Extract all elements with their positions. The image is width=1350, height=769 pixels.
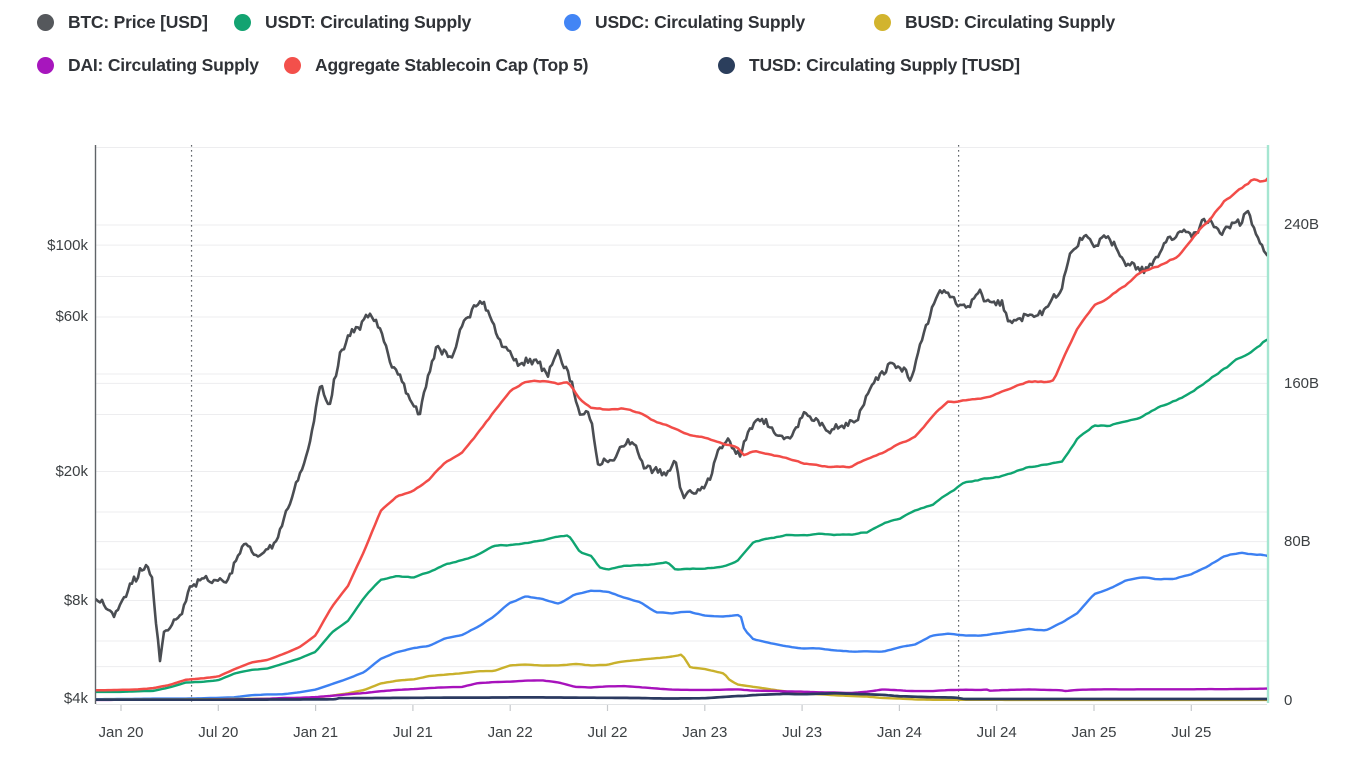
legend-swatch-agg-icon (284, 56, 301, 74)
x-tick-label: Jan 22 (487, 724, 533, 741)
x-tick-label: Jan 20 (98, 724, 144, 741)
x-tick-label: Jul 21 (392, 724, 433, 741)
legend-item-usdt[interactable]: USDT: Circulating Supply (234, 9, 471, 35)
series-lines (96, 177, 1267, 702)
x-tick-label: Jul 25 (1171, 724, 1212, 741)
legend-item-btc[interactable]: BTC: Price [USD] (37, 9, 208, 35)
legend-swatch-usdt-icon (234, 13, 251, 31)
x-tick-label: Jul 22 (587, 724, 628, 741)
legend-label-tusd: TUSD: Circulating Supply [TUSD] (749, 54, 1020, 75)
legend-label-busd: BUSD: Circulating Supply (905, 11, 1116, 32)
legend-label-usdt: USDT: Circulating Supply (265, 11, 472, 32)
y-left-tick-label: $100k (47, 236, 88, 254)
y-left-tick-label: $4k (63, 689, 88, 707)
y-right-tick-label: 80B (1284, 533, 1311, 551)
legend-label-usdc: USDC: Circulating Supply (595, 11, 806, 32)
legend-swatch-dai-icon (37, 56, 54, 74)
y-right-tick-label: 0 (1284, 691, 1293, 709)
x-tick-label: Jan 21 (293, 724, 339, 741)
gridlines (96, 147, 1267, 668)
y-left-tick-label: $8k (63, 591, 88, 609)
series-line-tusd[interactable] (96, 691, 1267, 702)
series-line-dai[interactable] (96, 679, 1267, 702)
y-left-tick-label: $60k (55, 308, 88, 326)
x-tick-label: Jul 23 (782, 724, 823, 741)
legend-swatch-busd-icon (874, 13, 891, 31)
legend-item-dai[interactable]: DAI: Circulating Supply (37, 52, 259, 78)
x-tick-label: Jan 25 (1071, 724, 1117, 741)
y-right-tick-label: 160B (1284, 374, 1320, 392)
legend-item-tusd[interactable]: TUSD: Circulating Supply [TUSD] (718, 52, 1020, 78)
series-line-busd[interactable] (96, 653, 1267, 702)
legend-label-btc: BTC: Price [USD] (68, 11, 208, 32)
legend-item-busd[interactable]: BUSD: Circulating Supply (874, 9, 1115, 35)
series-line-btc[interactable] (96, 209, 1267, 663)
series-line-usdt[interactable] (96, 338, 1267, 694)
series-line-usdc[interactable] (96, 551, 1267, 701)
legend-label-agg: Aggregate Stablecoin Cap (Top 5) (315, 54, 589, 75)
chart-legend: BTC: Price [USD] USDT: Circulating Supply… (0, 0, 1350, 100)
series-line-agg[interactable] (96, 177, 1267, 692)
legend-swatch-usdc-icon (564, 13, 581, 31)
x-tick-label: Jan 24 (876, 724, 922, 741)
legend-swatch-btc-icon (37, 13, 54, 31)
x-tick-label: Jul 20 (198, 724, 239, 741)
legend-label-dai: DAI: Circulating Supply (68, 54, 259, 75)
y-right-tick-label: 240B (1284, 216, 1320, 234)
x-tick-label: Jan 23 (682, 724, 728, 741)
legend-item-usdc[interactable]: USDC: Circulating Supply (564, 9, 805, 35)
x-tick-marks (120, 705, 1192, 711)
legend-item-agg[interactable]: Aggregate Stablecoin Cap (Top 5) (284, 52, 589, 78)
legend-swatch-tusd-icon (718, 56, 735, 74)
y-left-tick-label: $20k (55, 463, 88, 481)
x-tick-label: Jul 24 (976, 724, 1017, 741)
